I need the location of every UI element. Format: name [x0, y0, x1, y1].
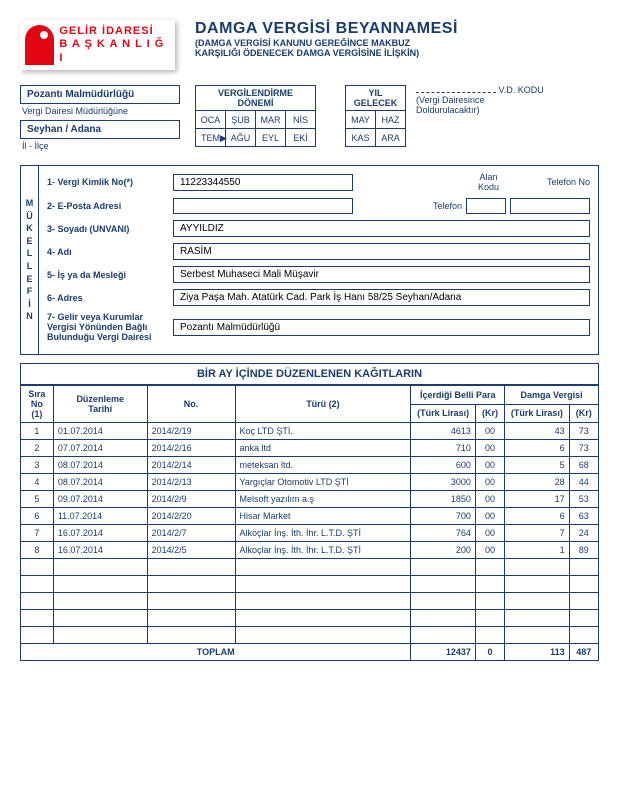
label-kimlik: 1- Vergi Kimlik No(*) — [47, 177, 167, 187]
value-kimlik: 11223344550 — [173, 174, 353, 191]
phone-area-box — [466, 198, 506, 214]
col-para: İçerdiği Belli Para — [411, 386, 505, 405]
month-kas: KAS — [346, 129, 376, 147]
logo-line1: GELİR İDARESİ — [59, 25, 170, 38]
title-block: DAMGA VERGİSİ BEYANNAMESİ (DAMGA VERGİSİ… — [195, 20, 599, 58]
logo-line2: B A Ş K A N L I Ğ I — [59, 38, 170, 64]
value-soyad: AYYILDIZ — [173, 220, 590, 237]
col-no: No. — [147, 386, 235, 423]
period-table: VERGİLENDİRME DÖNEMİ YIL GELECEK OCA ŞUB… — [195, 85, 406, 147]
phone-header: Alan Kodu Telefon No — [478, 172, 590, 192]
value-meslek: Serbest Muhaseci Mali Müşavir — [173, 266, 590, 283]
documents-table: Sıra No (1) Düzenleme Tarihi No. Türü (2… — [20, 385, 599, 661]
info-row: Pozantı Malmüdürlüğü Vergi Dairesi Müdür… — [20, 85, 599, 155]
label-eposta: 2- E-Posta Adresi — [47, 201, 167, 211]
value-adres: Ziya Paşa Mah. Atatürk Cad. Park İş Hanı… — [173, 289, 590, 306]
table-row-empty — [21, 627, 599, 644]
col-sira: Sıra No (1) — [21, 386, 54, 423]
col-para-tl: (Türk Lirası) — [411, 404, 475, 423]
logo-icon — [25, 25, 54, 65]
table-row: 816.07.20142014/2/5Alkoçlar İnş. İth. İh… — [21, 542, 599, 559]
logo: GELİR İDARESİ B A Ş K A N L I Ğ I — [20, 20, 175, 70]
table-row: 716.07.20142014/2/7Alkoçlar İnş. İth. İh… — [21, 525, 599, 542]
col-damga-tl: (Türk Lirası) — [505, 404, 569, 423]
office-name: Pozantı Malmüdürlüğü — [20, 85, 180, 104]
main-title: DAMGA VERGİSİ BEYANNAMESİ — [195, 20, 599, 38]
phone-number-box — [510, 198, 590, 214]
table-row-empty — [21, 610, 599, 627]
col-damga: Damga Vergisi — [505, 386, 599, 405]
office-location: Seyhan / Adana — [20, 120, 180, 139]
vd-line — [416, 92, 496, 93]
col-turu: Türü (2) — [235, 386, 411, 423]
col-damga-kr: (Kr) — [569, 404, 598, 423]
month-oca: OCA — [196, 111, 226, 129]
vd-note: (Vergi Dairesince Doldurulacaktır) — [416, 95, 544, 115]
month-haz: HAZ — [376, 111, 406, 129]
sub-title-2: KARŞILIĞI ÖDENECEK DAMGA VERGİSİNE İLİŞK… — [195, 48, 599, 58]
table-row: 308.07.20142014/2/14meteksan ltd.6000056… — [21, 457, 599, 474]
label-soyad: 3- Soyadı (UNVANI) — [47, 224, 167, 234]
table-row: 207.07.20142014/2/16anka ltd71000673 — [21, 440, 599, 457]
month-eki: EKİ — [286, 129, 316, 147]
period-block: VERGİLENDİRME DÖNEMİ YIL GELECEK OCA ŞUB… — [195, 85, 406, 147]
table-row: 101.07.20142014/2/19Koç LTD ŞTİ.46130043… — [21, 423, 599, 440]
taxpayer-section: MÜKELLEFİN 1- Vergi Kimlik No(*) 1122334… — [20, 165, 599, 355]
value-ad: RASİM — [173, 243, 590, 260]
office-block: Pozantı Malmüdürlüğü Vergi Dairesi Müdür… — [20, 85, 185, 155]
table-row-empty — [21, 576, 599, 593]
value-vergi-d: Pozantı Malmüdürlüğü — [173, 319, 590, 336]
month-sub: ŞUB — [226, 111, 256, 129]
table-row: 611.07.20142014/2/20Hisar Market70000663 — [21, 508, 599, 525]
col-para-kr: (Kr) — [475, 404, 504, 423]
label-adres: 6- Adres — [47, 293, 167, 303]
logo-text: GELİR İDARESİ B A Ş K A N L I Ğ I — [59, 25, 170, 65]
table-row-empty — [21, 593, 599, 610]
vd-label: V.D. KODU — [499, 85, 544, 95]
vd-block: V.D. KODU (Vergi Dairesince Doldurulacak… — [416, 85, 544, 115]
month-may: MAY — [346, 111, 376, 129]
period-header1: VERGİLENDİRME DÖNEMİ — [196, 86, 316, 111]
table-row: 509.07.20142014/2/9Melsoft yazılım a.ş18… — [21, 491, 599, 508]
location-sub: İl - İlçe — [22, 141, 185, 151]
period-header2: YIL GELECEK — [346, 86, 406, 111]
month-nis: NİS — [286, 111, 316, 129]
col-tarih: Düzenleme Tarihi — [53, 386, 147, 423]
table-row: 408.07.20142014/2/13Yargıçlar Otomotiv L… — [21, 474, 599, 491]
taxpayer-content: 1- Vergi Kimlik No(*) 11223344550 Alan K… — [39, 166, 598, 354]
label-ad: 4- Adı — [47, 247, 167, 257]
table-row-empty — [21, 559, 599, 576]
month-ara: ARA — [376, 129, 406, 147]
month-agu: ▶AĞU — [226, 129, 256, 147]
month-mar: MAR — [256, 111, 286, 129]
sub-title-1: (DAMGA VERGİSİ KANUNU GEREĞİNCE MAKBUZ — [195, 38, 599, 48]
taxpayer-vert-label: MÜKELLEFİN — [21, 166, 39, 354]
header: GELİR İDARESİ B A Ş K A N L I Ğ I DAMGA … — [20, 20, 599, 70]
phone-row: Telefon — [433, 198, 590, 214]
label-meslek: 5- İş ya da Mesleği — [47, 270, 167, 280]
office-sub: Vergi Dairesi Müdürlüğüne — [22, 106, 185, 116]
month-eyl: EYL — [256, 129, 286, 147]
total-row: TOPLAM124370113487 — [21, 644, 599, 661]
label-vergi-d: 7- Gelir veya Kurumlar Vergisi Yönünden … — [47, 312, 167, 342]
value-eposta — [173, 198, 353, 214]
section-title: BİR AY İÇİNDE DÜZENLENEN KAĞITLARIN — [20, 363, 599, 385]
